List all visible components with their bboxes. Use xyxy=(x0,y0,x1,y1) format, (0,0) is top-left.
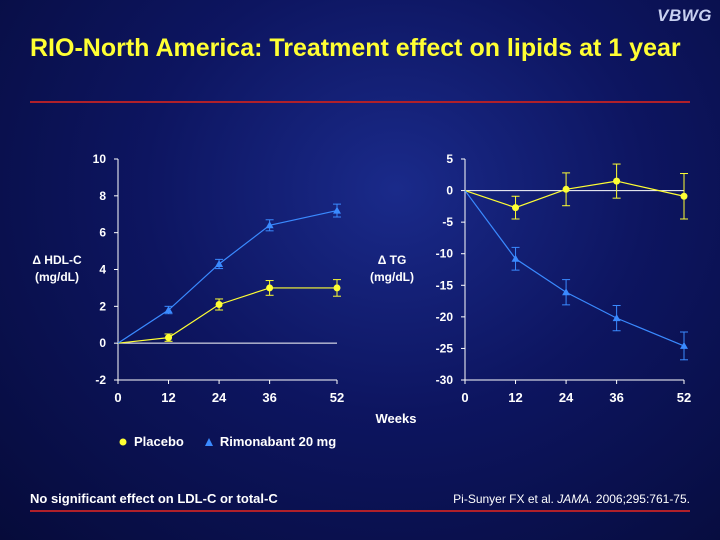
panel2-x-tick-label: 24 xyxy=(559,390,574,405)
panel2-placebo-point xyxy=(680,192,688,200)
citation-journal: JAMA. xyxy=(557,492,593,506)
legend-marker-rimonabant xyxy=(204,437,213,446)
panel1-x-tick-label: 0 xyxy=(114,390,121,405)
panel1-rimonabant-point xyxy=(215,259,224,267)
panel1-y-tick-label: 2 xyxy=(99,299,106,313)
panel1-series-rimonabant-line xyxy=(117,209,338,344)
citation-rest: 2006;295:761-75. xyxy=(595,492,690,506)
legend-item-rimonabant: Rimonabant 20 mg xyxy=(204,434,336,449)
panel1-y-tick-label: 0 xyxy=(99,336,106,350)
panel2-y-tick-label: 5 xyxy=(446,152,453,166)
panel1-placebo-point xyxy=(165,334,173,342)
panel2-series-rimonabant-line xyxy=(464,190,685,347)
panel1-placebo-point xyxy=(333,284,341,292)
panel2-placebo-point xyxy=(562,185,570,193)
panel2-y-tick-label: -20 xyxy=(436,310,454,324)
citation-author: Pi-Sunyer FX et al. xyxy=(453,492,554,506)
legend-marker-placebo xyxy=(119,438,127,445)
brand-logo: VBWG xyxy=(657,6,712,25)
panel2-rimonabant-point xyxy=(562,288,571,296)
panel2-rimonabant-point xyxy=(511,254,520,262)
panel1-x-tick-label: 12 xyxy=(161,390,175,405)
panel2-y-tick-label: 0 xyxy=(446,184,453,198)
panel1-rimonabant-point xyxy=(164,306,173,314)
panel2-x-tick-label: 0 xyxy=(461,390,468,405)
panel1-series-placebo-line xyxy=(117,287,337,344)
panel1-y-tick-label: 6 xyxy=(99,226,106,240)
panel2-x-tick-label: 36 xyxy=(609,390,623,405)
panel2-rimonabant-point xyxy=(680,341,688,349)
panel1-rimonabant-point xyxy=(333,206,341,214)
panel2-x-tick-label: 52 xyxy=(677,390,691,405)
panel2-y-label-line2: (mg/dL) xyxy=(370,270,414,284)
citation: Pi-Sunyer FX et al. JAMA. 2006;295:761-7… xyxy=(453,492,690,506)
panel1-placebo-point xyxy=(215,300,223,308)
panel1-placebo-point xyxy=(266,284,274,292)
panel2-y-tick-label: -15 xyxy=(436,278,454,292)
panel2-x-tick-label: 12 xyxy=(508,390,522,405)
footer-note: No significant effect on LDL-C or total-… xyxy=(30,491,278,506)
panel2-y-label-line1: Δ TG xyxy=(378,253,407,267)
chart-legend: Placebo Rimonabant 20 mg xyxy=(118,434,350,449)
panel2-y-tick-label: -10 xyxy=(436,247,454,261)
legend-label-placebo: Placebo xyxy=(134,434,184,449)
panel2-rimonabant-point xyxy=(612,314,621,322)
panel1-x-tick-label: 24 xyxy=(212,390,227,405)
panel1-y-tick-label: 10 xyxy=(93,152,107,166)
panel1-y-label-line2: (mg/dL) xyxy=(35,270,79,284)
panel1-x-tick-label: 36 xyxy=(262,390,276,405)
panel2-placebo-point xyxy=(512,204,520,212)
panel1-y-tick-label: -2 xyxy=(95,373,106,387)
panel1-y-tick-label: 8 xyxy=(99,189,106,203)
page-title: RIO-North America: Treatment effect on l… xyxy=(30,34,681,62)
panel2-y-tick-label: -5 xyxy=(442,215,453,229)
panel2-y-tick-label: -25 xyxy=(436,341,454,355)
legend-item-placebo: Placebo xyxy=(118,434,184,449)
panel2-y-tick-label: -30 xyxy=(436,373,454,387)
panel1-x-tick-label: 52 xyxy=(330,390,344,405)
legend-label-rimonabant: Rimonabant 20 mg xyxy=(219,434,337,449)
title-divider xyxy=(30,101,690,103)
footer-divider xyxy=(30,510,690,512)
panel1-y-tick-label: 4 xyxy=(99,263,106,277)
panel1-rimonabant-point xyxy=(265,221,274,229)
panel2-series-placebo-line xyxy=(464,180,685,209)
x-axis-title: Weeks xyxy=(376,411,417,426)
panel2-placebo-point xyxy=(613,177,621,185)
panel1-y-label-line1: Δ HDL-C xyxy=(32,253,82,267)
